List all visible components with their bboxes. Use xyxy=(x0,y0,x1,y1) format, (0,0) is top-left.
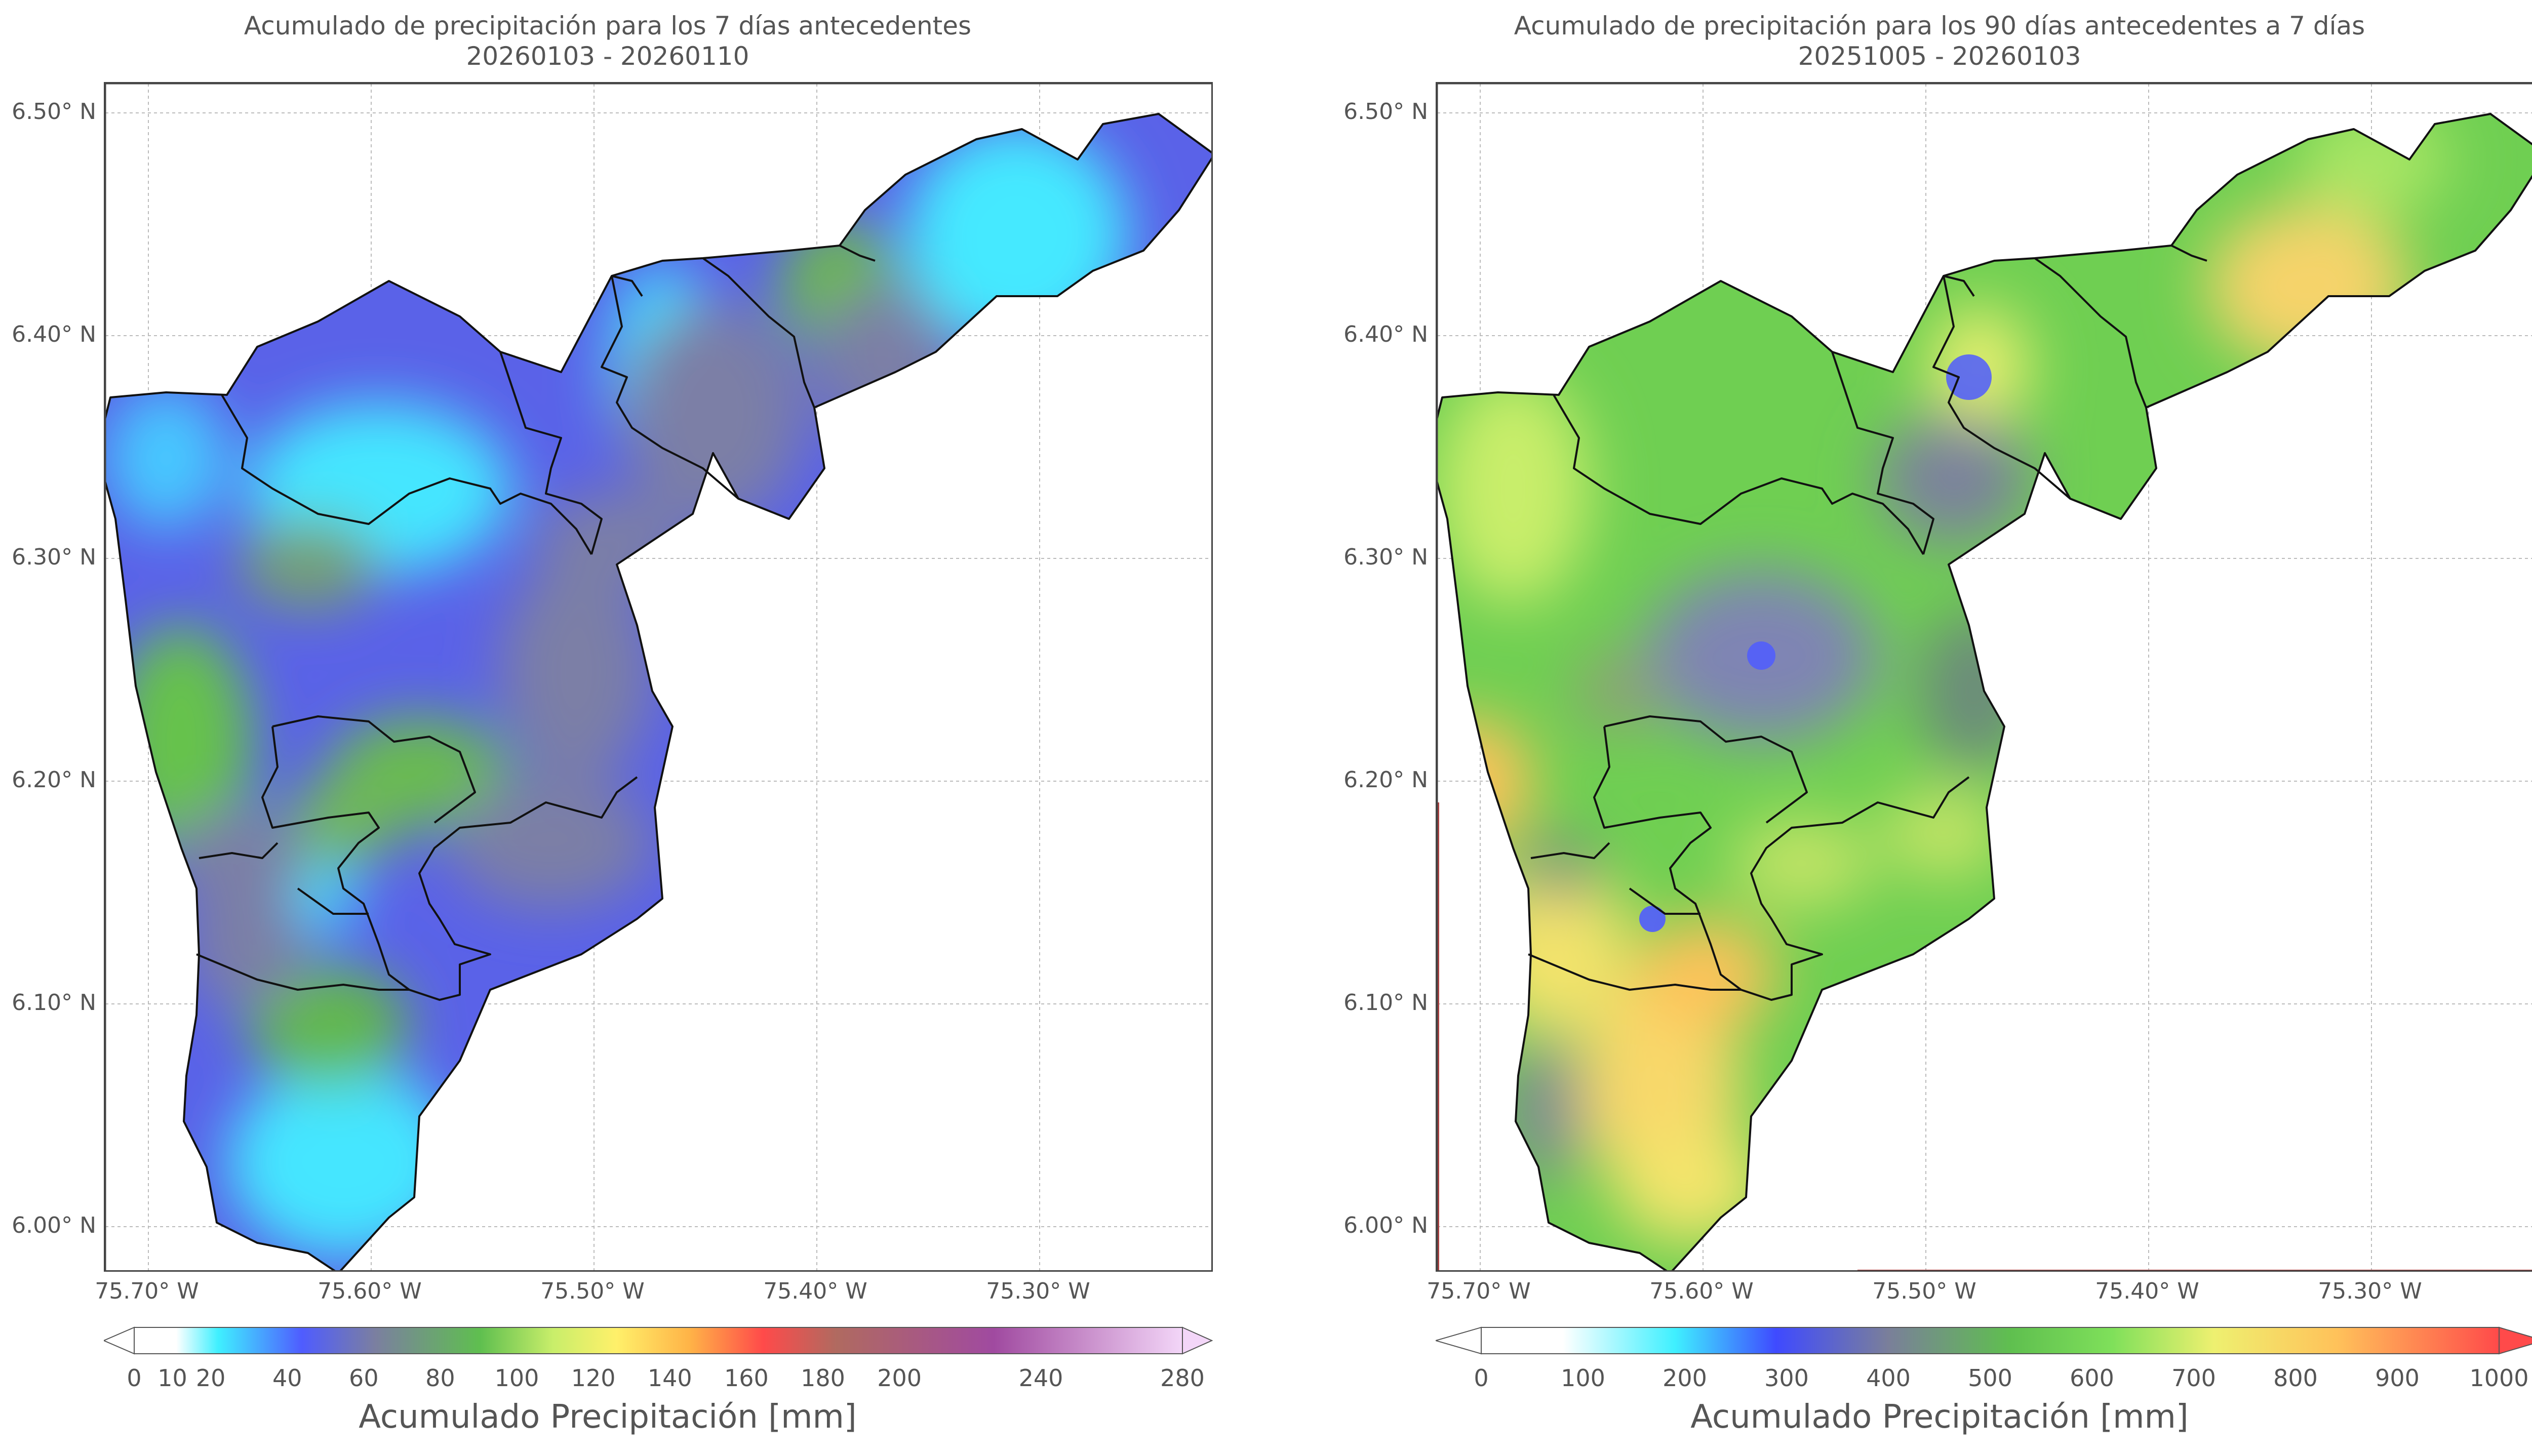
map-frame xyxy=(1436,82,2532,1272)
colorbar-over-arrow xyxy=(2499,1326,2532,1355)
lat-label: 6.20° N xyxy=(1343,767,1428,793)
colorbar-over-arrow xyxy=(1182,1326,1213,1355)
colorbar-tick-label: 0 xyxy=(127,1364,142,1392)
precip-surface xyxy=(1437,114,2532,1270)
map-date-range: 20251005 - 20260103 xyxy=(1798,42,2081,71)
colorbar-tick-label: 700 xyxy=(2171,1364,2216,1392)
colorbar-tick-label: 240 xyxy=(1018,1364,1063,1392)
lon-label: 75.70° W xyxy=(1427,1278,1531,1304)
lat-label: 6.30° N xyxy=(12,544,96,570)
lat-label: 6.30° N xyxy=(1343,544,1428,570)
lat-label: 6.20° N xyxy=(12,767,96,793)
colorbar-tick-label: 900 xyxy=(2375,1364,2420,1392)
colorbar-tick-label: 100 xyxy=(494,1364,539,1392)
colorbar-tick-label: 160 xyxy=(724,1364,769,1392)
lat-label: 6.10° N xyxy=(1343,990,1428,1016)
colorbar-tick-label: 60 xyxy=(349,1364,379,1392)
colorbar-tick-label: 300 xyxy=(1764,1364,1809,1392)
lat-label: 6.40° N xyxy=(1343,321,1428,347)
colorbar-ramp xyxy=(1436,1326,2532,1355)
colorbar-label: Acumulado Precipitación [mm] xyxy=(359,1398,857,1436)
colorbar-tick-label: 40 xyxy=(272,1364,302,1392)
lon-label: 75.60° W xyxy=(318,1278,422,1304)
colorbar-tick-label: 200 xyxy=(1663,1364,1707,1392)
map-title: Acumulado de precipitación para los 90 d… xyxy=(1514,11,2365,41)
lat-label: 6.50° N xyxy=(1343,99,1428,125)
colorbar-tick-label: 120 xyxy=(571,1364,616,1392)
colorbar-tick-label: 140 xyxy=(647,1364,692,1392)
colorbar-tick-label: 500 xyxy=(1968,1364,2012,1392)
colorbar-tick-label: 600 xyxy=(2070,1364,2114,1392)
lon-label: 75.40° W xyxy=(2095,1278,2199,1304)
colorbar-tick-label: 0 xyxy=(1474,1364,1489,1392)
lon-label: 75.50° W xyxy=(540,1278,645,1304)
lon-label: 75.40° W xyxy=(763,1278,867,1304)
lon-label: 75.30° W xyxy=(986,1278,1090,1304)
left-map-panel: Acumulado de precipitación para los 7 dí… xyxy=(0,0,1215,1456)
map-title: Acumulado de precipitación para los 7 dí… xyxy=(244,11,972,41)
lon-label: 75.60° W xyxy=(1649,1278,1754,1304)
lat-label: 6.00° N xyxy=(12,1212,96,1238)
lon-label: 75.30° W xyxy=(2318,1278,2422,1304)
precipitation-map xyxy=(1437,84,2532,1270)
right-map-panel: Acumulado de precipitación para los 90 d… xyxy=(1332,0,2532,1456)
colorbar-tick-label: 1000 xyxy=(2469,1364,2529,1392)
municipal-boundaries xyxy=(1437,113,2532,1270)
lon-label: 75.70° W xyxy=(95,1278,199,1304)
colorbar-tick-label: 80 xyxy=(425,1364,455,1392)
lon-label: 75.50° W xyxy=(1872,1278,1976,1304)
municipal-boundaries xyxy=(105,113,1211,1270)
colorbar-tick-label: 280 xyxy=(1160,1364,1205,1392)
colorbar-tick-label: 10 xyxy=(157,1364,187,1392)
colorbar-ramp xyxy=(104,1326,1213,1355)
lat-label: 6.50° N xyxy=(12,99,96,125)
colorbar-tick-label: 180 xyxy=(801,1364,845,1392)
colorbar xyxy=(1436,1326,2532,1355)
precipitation-map xyxy=(105,84,1211,1270)
map-date-range: 20260103 - 20260110 xyxy=(466,42,749,71)
colorbar-tick-label: 200 xyxy=(877,1364,922,1392)
colorbar-tick-label: 20 xyxy=(195,1364,226,1392)
colorbar xyxy=(104,1326,1213,1355)
lat-label: 6.10° N xyxy=(12,990,96,1016)
colorbar-tick-label: 800 xyxy=(2273,1364,2318,1392)
colorbar-label: Acumulado Precipitación [mm] xyxy=(1690,1398,2189,1436)
colorbar-tick-label: 100 xyxy=(1561,1364,1605,1392)
colorbar-tick-label: 400 xyxy=(1866,1364,1911,1392)
lat-label: 6.00° N xyxy=(1343,1212,1428,1238)
map-frame xyxy=(104,82,1213,1272)
colorbar-under-arrow xyxy=(1436,1326,1482,1355)
colorbar-under-arrow xyxy=(104,1326,135,1355)
lat-label: 6.40° N xyxy=(12,321,96,347)
